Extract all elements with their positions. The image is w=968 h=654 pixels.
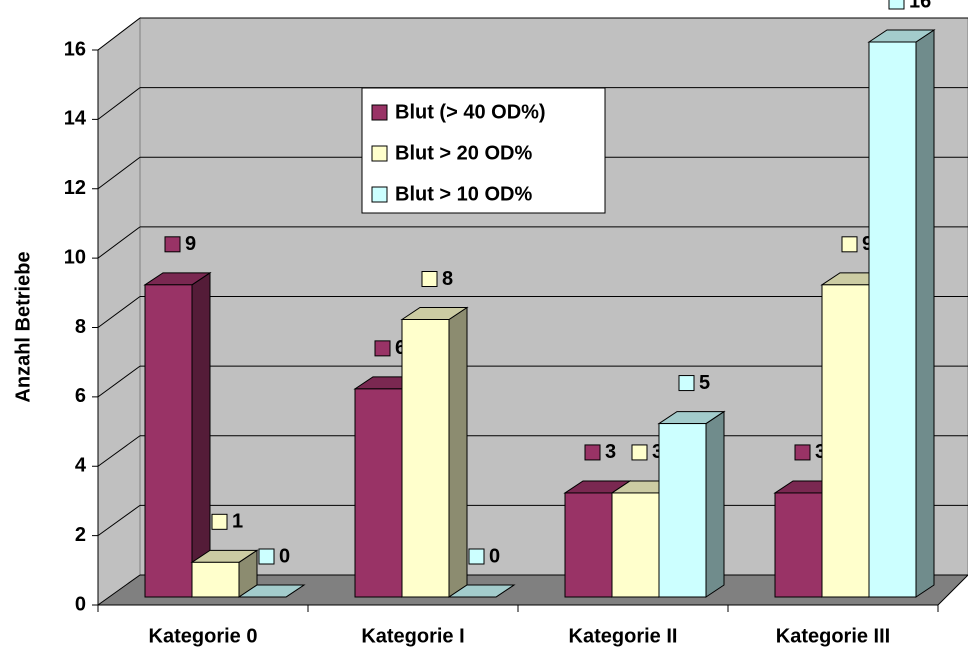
y-tick-label: 4 <box>75 455 87 477</box>
legend-label: Blut > 20 OD% <box>395 142 532 164</box>
bar-top-shade <box>192 550 257 563</box>
bar-side-shade <box>192 272 210 597</box>
bar <box>144 284 193 598</box>
grid-line <box>97 156 141 190</box>
data-label-marker <box>841 236 858 253</box>
data-label-marker <box>374 340 391 357</box>
bar-top-shade <box>145 272 210 285</box>
bar-side-shade <box>916 30 934 597</box>
bar <box>354 388 403 598</box>
legend-box <box>361 87 606 214</box>
data-label: 9 <box>185 233 196 255</box>
y-tick-label: 0 <box>75 593 86 615</box>
data-label: 0 <box>279 545 290 567</box>
data-label-marker <box>584 444 601 461</box>
y-tick-label: 8 <box>75 316 86 338</box>
y-tick-label: 12 <box>64 177 86 199</box>
floor <box>98 575 968 605</box>
x-axis-end <box>937 574 968 606</box>
legend-label: Blut > 10 OD% <box>395 183 532 205</box>
data-label: 5 <box>699 372 710 394</box>
grid-line <box>97 574 141 606</box>
data-label-marker <box>631 444 648 461</box>
x-tick-label: Kategorie I <box>361 625 464 647</box>
grid-line <box>97 87 141 120</box>
bar <box>658 423 707 598</box>
grid-line <box>97 226 141 259</box>
data-label-marker <box>468 548 485 565</box>
y-tick-label: 2 <box>75 524 86 546</box>
y-tick-label: 14 <box>64 108 87 130</box>
x-tick-label: Kategorie 0 <box>149 625 258 647</box>
bar-side-shade <box>239 550 257 597</box>
bar-top-shade <box>565 480 630 493</box>
data-label: 1 <box>232 511 243 533</box>
grid-line <box>97 17 141 51</box>
data-label: 3 <box>605 441 616 463</box>
bar <box>564 492 613 598</box>
bar-top <box>447 584 516 598</box>
bar <box>821 284 870 598</box>
bar <box>868 41 917 598</box>
bar <box>611 492 660 598</box>
legend-marker <box>371 104 388 121</box>
data-label: 3 <box>652 441 663 463</box>
grid-line <box>97 296 141 328</box>
data-label-marker <box>421 271 438 287</box>
data-label: 9 <box>862 233 873 255</box>
data-label: 3 <box>815 441 826 463</box>
data-label: 6 <box>395 337 406 359</box>
bar-side-shade <box>706 411 724 597</box>
bar <box>191 561 240 598</box>
data-label: 8 <box>442 268 453 290</box>
data-label-marker <box>258 548 275 565</box>
x-tick-label: Kategorie III <box>776 625 890 647</box>
legend-marker <box>371 145 388 162</box>
bar <box>774 492 823 598</box>
y-tick-label: 6 <box>75 385 86 407</box>
data-label: 16 <box>909 0 931 12</box>
bar-top-shade <box>239 585 304 597</box>
data-label-marker <box>888 0 905 10</box>
bar-top-shade <box>869 30 934 42</box>
grid-line <box>97 504 141 537</box>
bar <box>401 319 450 598</box>
y-tick-label: 10 <box>64 246 86 268</box>
x-tick-label: Kategorie II <box>569 625 678 647</box>
grid-line <box>97 435 141 467</box>
bar-top-shade <box>449 585 514 597</box>
bar-top <box>237 584 306 598</box>
data-label: 0 <box>489 545 500 567</box>
data-label-marker <box>794 444 811 461</box>
bar-top-shade <box>659 411 724 424</box>
data-label-marker <box>678 375 695 392</box>
bar-side-shade <box>449 307 467 597</box>
legend-label: Blut (> 40 OD%) <box>395 101 546 123</box>
legend-marker <box>371 186 388 203</box>
data-label-marker <box>211 513 228 530</box>
data-label-marker <box>164 236 181 253</box>
bar-top-shade <box>402 307 467 320</box>
y-tick-label: 16 <box>64 38 86 60</box>
grid-line <box>97 365 141 398</box>
y-axis-label: Anzahl Betriebe <box>12 251 34 402</box>
